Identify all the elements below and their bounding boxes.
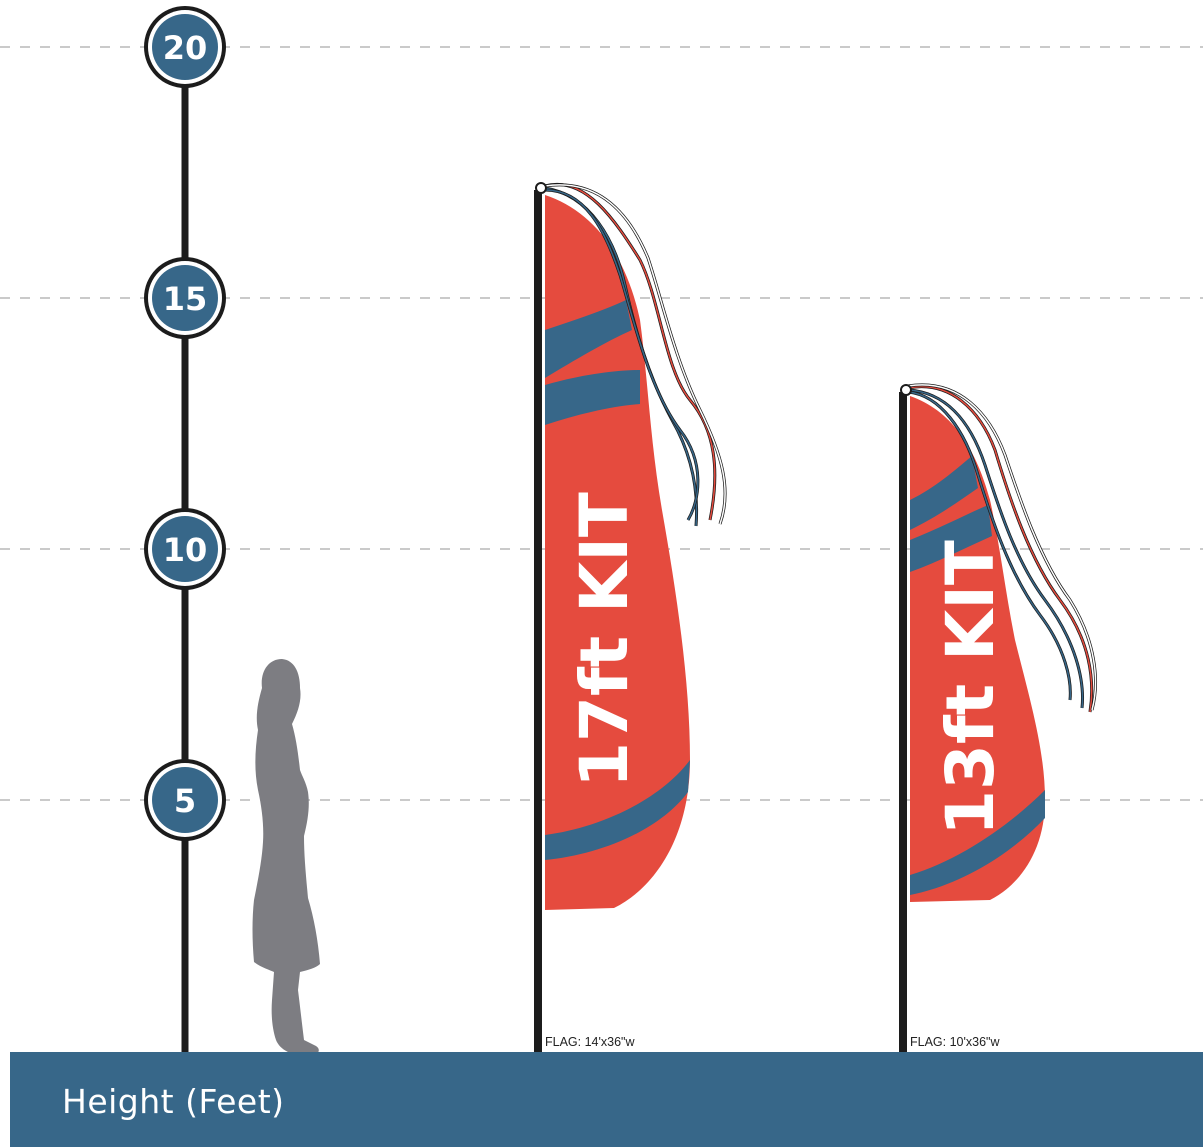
kit-13ft: 13ft KIT [899,383,1098,1052]
flag-13ft-label: 13ft KIT [932,540,1009,836]
scale-label-5: 5 [174,782,196,820]
flag-13ft-stripes [910,456,1045,895]
kit-17ft: 17ft KIT [534,182,727,1052]
finial-17ft [535,182,547,194]
scale-badge-20: 20 [144,6,226,88]
flag-spec-13ft: FLAG: 10'x36"w [910,1035,1000,1049]
streamers-13ft [907,383,1098,713]
finial-13ft [900,384,912,396]
scale-label-20: 20 [163,29,208,67]
scale-label-15: 15 [163,280,208,318]
scale-badge-10: 10 [144,508,226,590]
axis-label: Height (Feet) [62,1082,285,1121]
streamers-17ft [544,182,727,527]
flag-17ft-stripes [545,300,690,860]
flag-17ft [545,195,690,910]
flag-13ft [910,396,1045,902]
scale-badge-15: 15 [144,257,226,339]
scale-label-10: 10 [163,531,208,569]
scale-badge-5: 5 [144,759,226,841]
flag-spec-17ft: FLAG: 14'x36"w [545,1035,635,1049]
flag-17ft-label: 17ft KIT [566,492,643,788]
footer-bar: Height (Feet) [10,1052,1203,1147]
person-silhouette-icon [252,659,320,1056]
